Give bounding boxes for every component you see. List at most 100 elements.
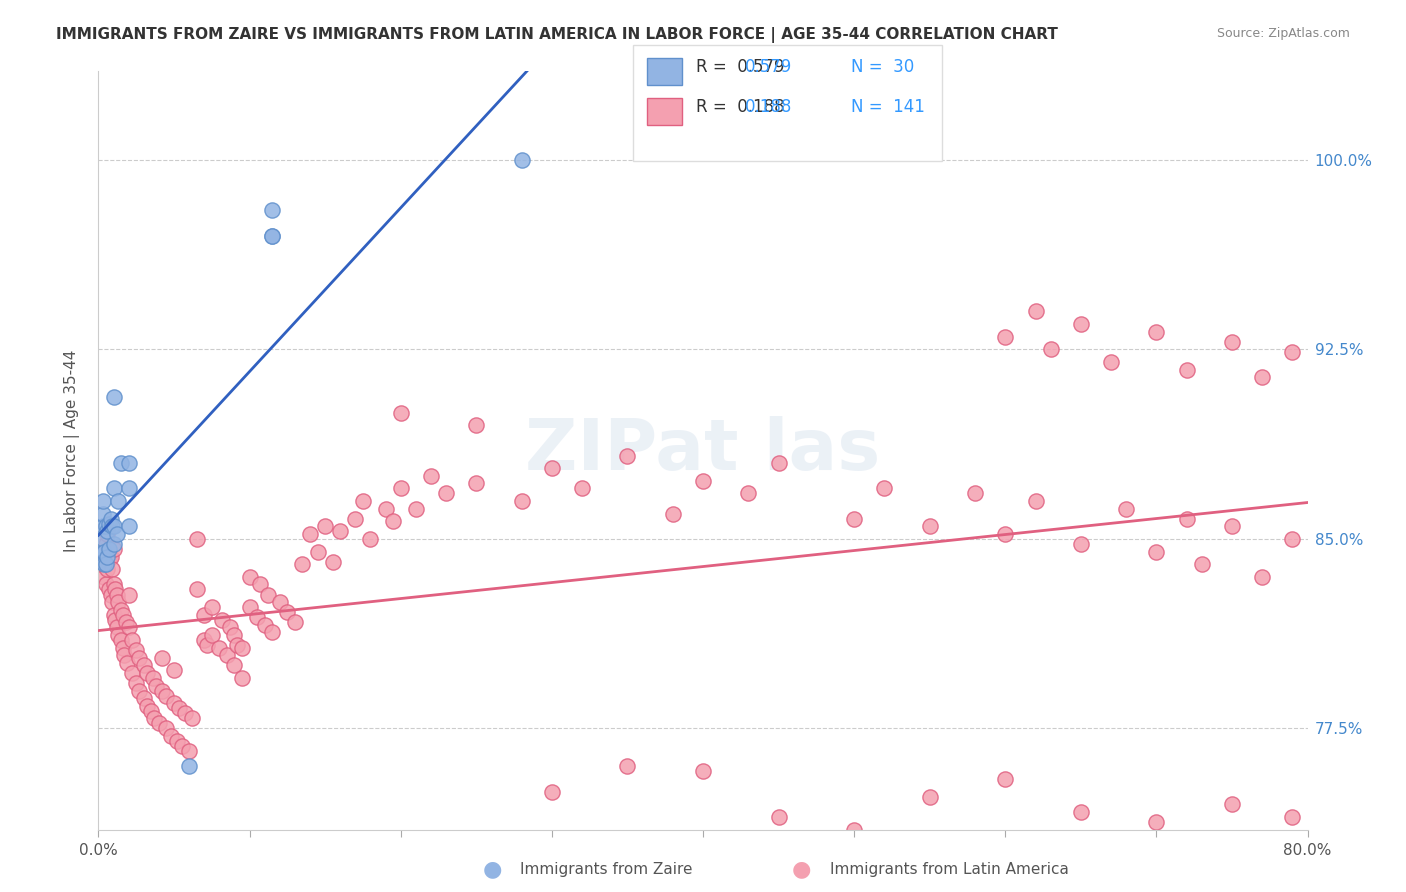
Point: [1144, 814, 1167, 829]
Point: [96, 549, 118, 564]
Text: Source: ZipAtlas.com: Source: ZipAtlas.com: [1216, 27, 1350, 40]
Point: [118, 519, 141, 533]
Point: [262, 228, 284, 243]
Point: [253, 617, 276, 632]
Point: [1115, 501, 1137, 516]
Point: [344, 511, 367, 525]
Point: [93, 557, 115, 571]
Point: [965, 486, 987, 500]
Point: [135, 665, 157, 680]
Point: [307, 544, 329, 558]
Point: [1144, 325, 1167, 339]
Point: [291, 557, 314, 571]
Point: [111, 607, 134, 622]
Point: [661, 507, 683, 521]
Text: N =  141: N = 141: [851, 98, 925, 116]
Point: [692, 764, 714, 779]
Point: [540, 784, 562, 798]
Point: [91, 507, 114, 521]
Text: Immigrants from Latin America: Immigrants from Latin America: [830, 863, 1069, 877]
Point: [155, 722, 177, 736]
Point: [1099, 355, 1122, 369]
Point: [145, 678, 167, 692]
Text: R =  0.188: R = 0.188: [696, 98, 785, 116]
Point: [1220, 519, 1243, 533]
Point: [118, 481, 141, 495]
Point: [91, 544, 114, 558]
Point: [1220, 334, 1243, 349]
Point: [115, 656, 138, 670]
Point: [299, 526, 322, 541]
Point: [314, 519, 336, 533]
Point: [155, 689, 177, 703]
Point: [226, 638, 249, 652]
Point: [231, 671, 253, 685]
Text: Immigrants from Zaire: Immigrants from Zaire: [520, 863, 693, 877]
Point: [1251, 370, 1274, 384]
Point: [374, 501, 396, 516]
Point: [101, 562, 124, 576]
Point: [94, 537, 117, 551]
Point: [181, 711, 204, 725]
Point: [96, 526, 118, 541]
Point: [1175, 511, 1198, 525]
Text: ZIPat las: ZIPat las: [526, 416, 880, 485]
Text: N =  30: N = 30: [851, 58, 914, 76]
Point: [1024, 494, 1046, 508]
Point: [1175, 362, 1198, 376]
Point: [1281, 532, 1303, 546]
Point: [103, 541, 125, 556]
Point: [276, 605, 298, 619]
Point: [160, 729, 183, 743]
Text: 0.188: 0.188: [745, 98, 793, 116]
Point: [91, 557, 114, 571]
Point: [179, 759, 201, 773]
Point: [91, 532, 114, 546]
Point: [1024, 304, 1046, 318]
Point: [382, 514, 405, 528]
Point: [167, 701, 190, 715]
Point: [112, 648, 135, 662]
Point: [103, 390, 125, 404]
Point: [1070, 317, 1092, 331]
Point: [510, 153, 533, 167]
Point: [107, 628, 129, 642]
Point: [105, 526, 128, 541]
Point: [262, 228, 284, 243]
Point: [163, 663, 186, 677]
Point: [118, 620, 141, 634]
Point: [110, 632, 132, 647]
Point: [118, 587, 141, 601]
Point: [994, 329, 1017, 343]
Point: [103, 481, 125, 495]
Point: [1144, 544, 1167, 558]
Point: [100, 549, 122, 564]
Point: [132, 691, 155, 706]
Point: [143, 711, 166, 725]
Point: [1039, 343, 1062, 357]
Text: ●: ●: [482, 860, 502, 880]
Point: [104, 582, 127, 597]
Point: [211, 613, 233, 627]
Y-axis label: In Labor Force | Age 35-44: In Labor Force | Age 35-44: [63, 350, 80, 551]
Point: [1220, 797, 1243, 812]
Point: [918, 519, 941, 533]
Point: [125, 676, 148, 690]
Point: [98, 541, 121, 556]
Point: [994, 526, 1017, 541]
Point: [114, 615, 136, 630]
Point: [141, 704, 163, 718]
Point: [1251, 570, 1274, 584]
Point: [193, 607, 215, 622]
Point: [269, 595, 291, 609]
Point: [91, 494, 114, 508]
Point: [873, 481, 896, 495]
Point: [540, 461, 562, 475]
Point: [737, 486, 759, 500]
Point: [239, 570, 262, 584]
Point: [219, 620, 242, 634]
Point: [224, 658, 246, 673]
Point: [186, 582, 208, 597]
Point: [768, 456, 790, 470]
Point: [1070, 805, 1092, 819]
